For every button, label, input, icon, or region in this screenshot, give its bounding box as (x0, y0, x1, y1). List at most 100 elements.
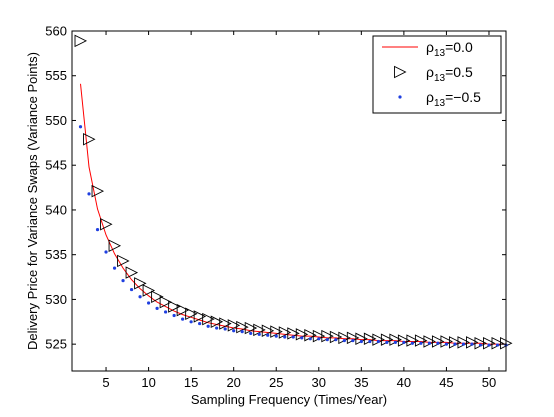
data-point (257, 332, 261, 336)
data-point (78, 125, 83, 129)
data-point (176, 303, 190, 317)
data-point (249, 331, 253, 336)
data-point (164, 310, 168, 314)
data-point (151, 290, 164, 303)
legend-label-main: ρ (426, 39, 434, 55)
data-point (300, 336, 304, 340)
x-tick-label: 50 (482, 375, 496, 390)
data-point (210, 315, 224, 329)
data-point (95, 228, 100, 232)
data-point (359, 339, 363, 344)
data-point (134, 277, 147, 290)
data-point (219, 317, 232, 330)
data-point (159, 295, 173, 309)
data-point (146, 301, 151, 305)
legend-label: ρ13=0.5 (426, 64, 473, 84)
x-tick-label: 10 (141, 375, 155, 390)
y-tick-label: 530 (45, 292, 67, 307)
legend-label-main: ρ (426, 64, 434, 80)
data-point (108, 239, 122, 252)
data-point (261, 324, 275, 337)
y-tick-label: 545 (45, 158, 67, 173)
data-point (206, 324, 210, 328)
data-point (236, 320, 249, 334)
y-tick-label: 560 (45, 24, 67, 39)
data-point (104, 250, 108, 254)
x-tick-label: 15 (184, 375, 198, 390)
legend-label-subscript: 13 (434, 73, 446, 84)
data-point (91, 184, 105, 198)
legend-dot-marker (398, 95, 402, 99)
data-point (83, 133, 96, 146)
x-axis-label: Sampling Frequency (Times/Year) (191, 392, 387, 407)
data-point (291, 335, 295, 339)
data-point (202, 312, 215, 326)
data-point (232, 329, 236, 333)
data-point (419, 341, 423, 345)
data-point (453, 342, 457, 346)
data-point (436, 341, 440, 345)
data-point (193, 310, 207, 323)
data-point (87, 192, 91, 196)
data-point (155, 306, 159, 310)
y-tick-label: 535 (45, 247, 67, 262)
y-axis-label: Delivery Price for Variance Swaps (Varia… (25, 52, 40, 350)
y-tick-label: 555 (45, 68, 67, 83)
data-point (244, 321, 258, 335)
data-point (317, 337, 321, 341)
data-point (198, 321, 202, 326)
x-tick-label: 25 (269, 375, 283, 390)
data-point (168, 300, 181, 313)
y-tick-label: 550 (45, 113, 67, 128)
legend-label-subscript: 13 (434, 98, 446, 109)
legend-label-value: =−0.5 (445, 89, 481, 105)
data-point (125, 266, 139, 279)
data-point (189, 320, 193, 324)
data-point (495, 343, 500, 347)
data-point (278, 326, 292, 339)
data-point (351, 338, 355, 343)
y-tick-label: 525 (45, 337, 67, 352)
x-tick-label: 35 (354, 375, 368, 390)
data-point (240, 330, 244, 334)
data-point (402, 340, 406, 344)
series-1 (74, 34, 513, 350)
data-point (227, 319, 241, 332)
data-point (487, 343, 491, 347)
data-point (376, 339, 380, 344)
legend-label: ρ13=0.0 (426, 39, 473, 59)
data-point (274, 334, 278, 338)
data-point (308, 337, 312, 341)
data-point (74, 34, 88, 48)
data-point (100, 218, 113, 231)
data-point (172, 313, 176, 318)
x-tick-label: 20 (226, 375, 240, 390)
axes-layer: 5 10 15 20 25 30 35 40 45 50 525 530 535 540 545 550 555… (45, 24, 506, 390)
data-point (342, 338, 346, 343)
data-point (266, 333, 270, 337)
data-point (112, 266, 117, 270)
data-point (461, 342, 466, 346)
data-point (334, 338, 338, 342)
data-point (142, 284, 156, 297)
data-point (427, 341, 432, 345)
data-point (410, 341, 414, 345)
plot-frame (71, 30, 507, 372)
data-point (325, 338, 329, 342)
data-point (121, 279, 125, 283)
data-point (393, 340, 397, 344)
data-point (444, 342, 449, 346)
legend-label-main: ρ (426, 89, 434, 105)
data-point (283, 335, 287, 339)
x-tick-label: 5 (102, 375, 109, 390)
data-point (253, 323, 266, 337)
data-point (478, 343, 483, 347)
data-point (270, 325, 283, 338)
series-layer (74, 34, 513, 350)
data-point (185, 307, 198, 320)
data-point (129, 287, 134, 292)
legend-label-value: =0.5 (445, 64, 473, 80)
y-tick-label: 540 (45, 202, 67, 217)
